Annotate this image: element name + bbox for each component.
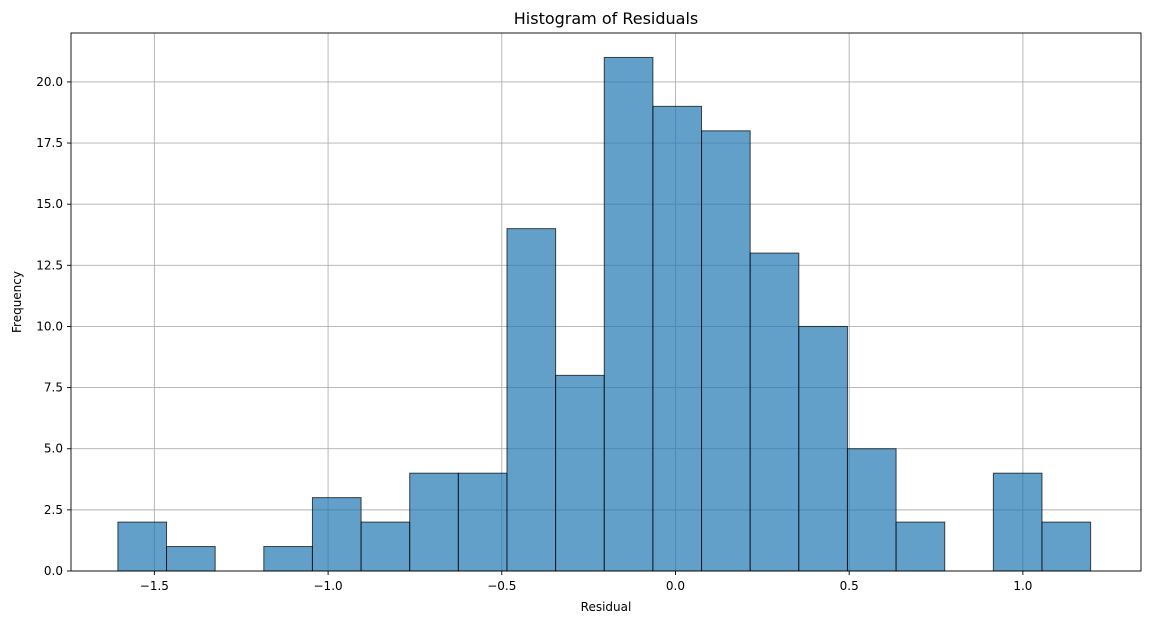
histogram-bar-6 (409, 472, 459, 572)
y-tick-label-3: 7.5 (44, 381, 63, 395)
y-tick-label-2: 5.0 (44, 442, 63, 456)
y-tick-label-0: 0.0 (44, 564, 63, 578)
y-tick-label-5: 12.5 (36, 258, 63, 272)
chart-title: Histogram of Residuals (514, 9, 699, 28)
histogram-bar-15 (846, 448, 897, 572)
histogram-bar-3 (263, 546, 313, 572)
x-tick-label-4: 0.5 (840, 579, 859, 593)
histogram-bar-13 (749, 252, 800, 572)
histogram-bar-7 (457, 472, 508, 572)
x-tick-label-2: −0.5 (487, 579, 516, 593)
histogram-bar-11 (652, 105, 703, 572)
histogram-bar-12 (701, 130, 751, 572)
y-tick-label-4: 10.0 (36, 319, 63, 333)
y-axis-label: Frequency (10, 271, 24, 333)
histogram-bar-10 (603, 56, 654, 572)
y-axis-ticks: 0.0 2.5 5.0 7.5 10.0 12.5 15.0 17.5 20.0 (36, 75, 71, 578)
x-tick-label-1: −1.0 (314, 579, 343, 593)
x-tick-label-5: 1.0 (1013, 579, 1032, 593)
histogram-bar-14 (798, 325, 848, 572)
x-axis-label: Residual (581, 600, 632, 614)
histogram-bars (117, 56, 1092, 572)
histogram-bar-8 (506, 228, 557, 572)
y-tick-label-6: 15.0 (36, 197, 63, 211)
plot-frame (70, 32, 1142, 572)
histogram-bar-1 (166, 546, 216, 572)
y-tick-label-8: 20.0 (36, 75, 63, 89)
x-tick-label-0: −1.5 (140, 579, 169, 593)
y-tick-label-7: 17.5 (36, 136, 63, 150)
x-axis-ticks: −1.5 −1.0 −0.5 0.0 0.5 1.0 (140, 571, 1032, 593)
histogram-bar-19 (1041, 521, 1092, 572)
histogram-bar-4 (311, 497, 362, 572)
histogram-bar-16 (895, 521, 946, 572)
histogram-bar-9 (555, 374, 605, 572)
y-tick-label-1: 2.5 (44, 503, 63, 517)
histogram-bar-5 (360, 521, 411, 572)
histogram-bar-0 (117, 521, 168, 572)
x-tick-label-3: 0.0 (666, 579, 685, 593)
histogram-bar-18 (992, 472, 1043, 572)
